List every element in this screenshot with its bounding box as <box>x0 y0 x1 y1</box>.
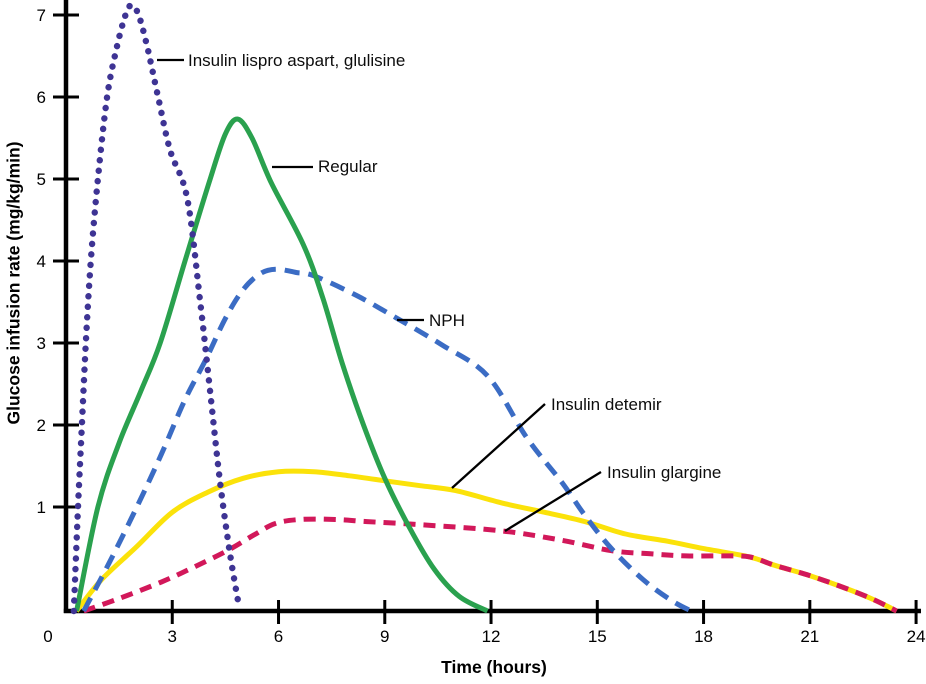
y-tick-label-1: 1 <box>37 498 46 517</box>
curve-regular <box>74 116 489 614</box>
y-tick-label-5: 5 <box>37 170 46 189</box>
curve-detemir <box>74 468 898 614</box>
x-tick-label-21: 21 <box>800 627 819 646</box>
y-tick-label-7: 7 <box>37 6 46 25</box>
x-tick-label-12: 12 <box>482 627 501 646</box>
x-tick-label-9: 9 <box>380 627 389 646</box>
x-tick-label-6: 6 <box>274 627 283 646</box>
x-axis-title: Time (hours) <box>441 657 547 677</box>
y-tick-label-2: 2 <box>37 416 46 435</box>
y-tick-label-3: 3 <box>37 334 46 353</box>
curve-lispro <box>70 2 242 615</box>
x-tick-label-18: 18 <box>694 627 713 646</box>
x-tick-label-24: 24 <box>907 627 926 646</box>
label-leader-detemir <box>451 403 546 489</box>
curve-label-detemir: Insulin detemir <box>551 395 662 414</box>
y-tick-label-4: 4 <box>37 252 46 271</box>
x-tick-label-3: 3 <box>168 627 177 646</box>
y-axis-title: Glucose infusion rate (mg/kg/min) <box>3 141 24 425</box>
y-tick-label-6: 6 <box>37 88 46 107</box>
label-leader-glargine <box>504 471 602 532</box>
curve-glargine <box>82 516 898 614</box>
curve-nph <box>81 266 693 614</box>
curve-label-nph: NPH <box>429 311 465 330</box>
x-tick-label-15: 15 <box>588 627 607 646</box>
x-tick-label-0: 0 <box>43 627 52 646</box>
curve-label-glargine: Insulin glargine <box>607 463 721 482</box>
curve-label-lispro: Insulin lispro aspart, glulisine <box>188 51 405 70</box>
curve-label-regular: Regular <box>318 157 378 176</box>
